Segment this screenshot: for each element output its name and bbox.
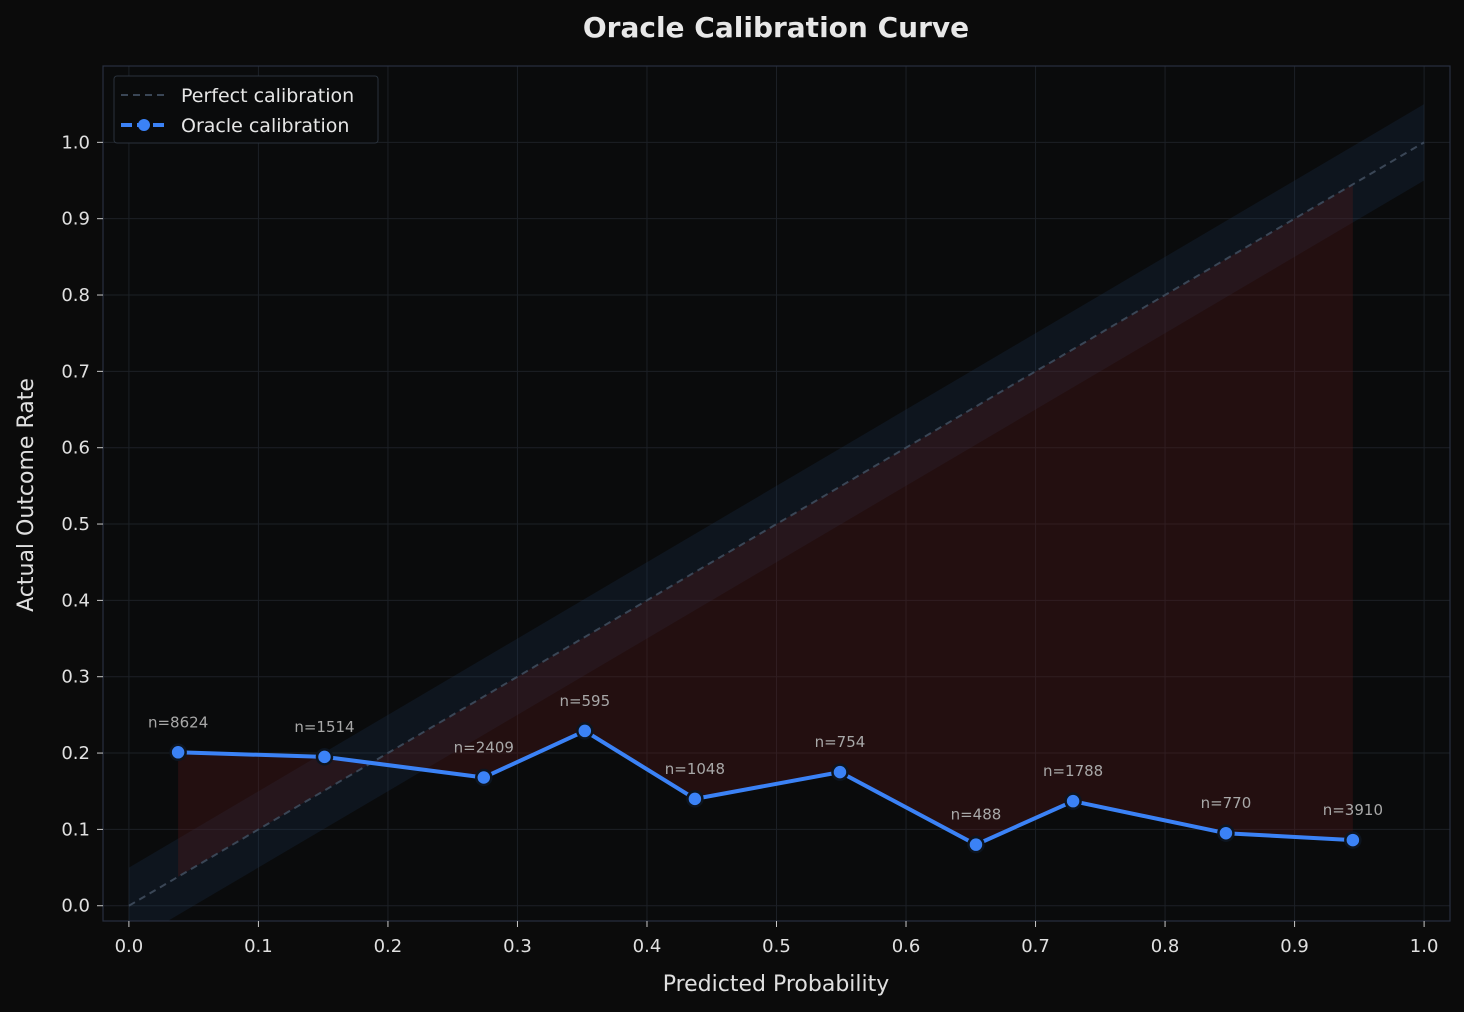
- x-tick-label: 0.6: [892, 936, 921, 957]
- x-tick-label: 0.9: [1280, 936, 1309, 957]
- grid: [103, 66, 1450, 921]
- perfect-calibration-line: [128, 141, 1425, 907]
- y-tick-label: 0.3: [61, 667, 90, 688]
- sample-count-label: n=1048: [665, 760, 725, 778]
- y-tick-label: 0.9: [61, 209, 90, 230]
- oracle-point: [1344, 831, 1362, 849]
- x-axis-label: Predicted Probability: [663, 972, 890, 997]
- sample-count-label: n=2409: [454, 738, 514, 756]
- band-area: [128, 104, 1425, 921]
- x-tick-label: 0.2: [374, 936, 403, 957]
- oracle-point: [576, 722, 594, 740]
- legend: Perfect calibration Oracle calibration: [113, 75, 379, 144]
- x-tick-label: 0.8: [1151, 936, 1180, 957]
- y-tick-label: 1.0: [61, 132, 90, 153]
- sample-count-label: n=1514: [294, 718, 354, 736]
- oracle-point: [169, 743, 187, 762]
- y-tick-label: 0.1: [61, 819, 90, 840]
- x-tick-label: 0.3: [503, 936, 532, 957]
- y-axis-label: Actual Outcome Rate: [14, 378, 39, 612]
- y-tick-label: 0.8: [61, 285, 90, 306]
- x-tick-label: 0.1: [244, 936, 273, 957]
- series-layer: [128, 141, 1425, 907]
- sample-count-label: n=8624: [148, 713, 208, 731]
- oracle-point: [686, 790, 704, 808]
- x-tick-label: 1.0: [1410, 936, 1439, 957]
- legend-label-perfect: Perfect calibration: [181, 85, 354, 107]
- y-axis-ticks: 0.0 0.1 0.2 0.3 0.4 0.5 0.6 0.7 0.8 0.9 1.0: [61, 132, 103, 917]
- y-tick-label: 0.7: [61, 361, 90, 382]
- sample-count-label: n=754: [815, 733, 866, 751]
- sample-count-label: n=3910: [1323, 801, 1383, 819]
- count-labels: n=8624 n=1514 n=2409 n=595 n=1048 n=754 n=488 n…: [148, 692, 1383, 824]
- oracle-point: [315, 748, 334, 766]
- x-axis-ticks: 0.0 0.1 0.2 0.3 0.4 0.5 0.6 0.7 0.8 0.9 1.0: [115, 921, 1439, 957]
- y-tick-label: 0.4: [61, 590, 90, 611]
- legend-label-oracle: Oracle calibration: [181, 115, 349, 137]
- sample-count-label: n=1788: [1043, 762, 1103, 780]
- chart-title: Oracle Calibration Curve: [583, 11, 969, 44]
- sample-count-label: n=770: [1201, 794, 1252, 812]
- oracle-calibration-line: [178, 728, 1353, 847]
- oracle-point: [475, 768, 493, 787]
- x-tick-label: 0.5: [762, 936, 791, 957]
- oracle-point: [831, 763, 849, 781]
- sample-count-label: n=488: [951, 806, 1002, 824]
- y-tick-label: 0.0: [61, 896, 90, 917]
- perfect-calibration-band: [128, 104, 1425, 921]
- y-tick-label: 0.2: [61, 743, 90, 764]
- sample-count-label: n=595: [559, 692, 610, 710]
- x-tick-label: 0.4: [633, 936, 662, 957]
- legend-marker-oracle: [138, 119, 150, 131]
- oracle-point: [1217, 824, 1235, 842]
- legend-box: [113, 75, 379, 144]
- x-tick-label: 0.7: [1021, 936, 1050, 957]
- oracle-point: [967, 835, 985, 854]
- y-tick-label: 0.6: [61, 438, 90, 459]
- y-tick-label: 0.5: [61, 514, 90, 535]
- oracle-point: [1064, 792, 1082, 810]
- x-tick-label: 0.0: [115, 936, 144, 957]
